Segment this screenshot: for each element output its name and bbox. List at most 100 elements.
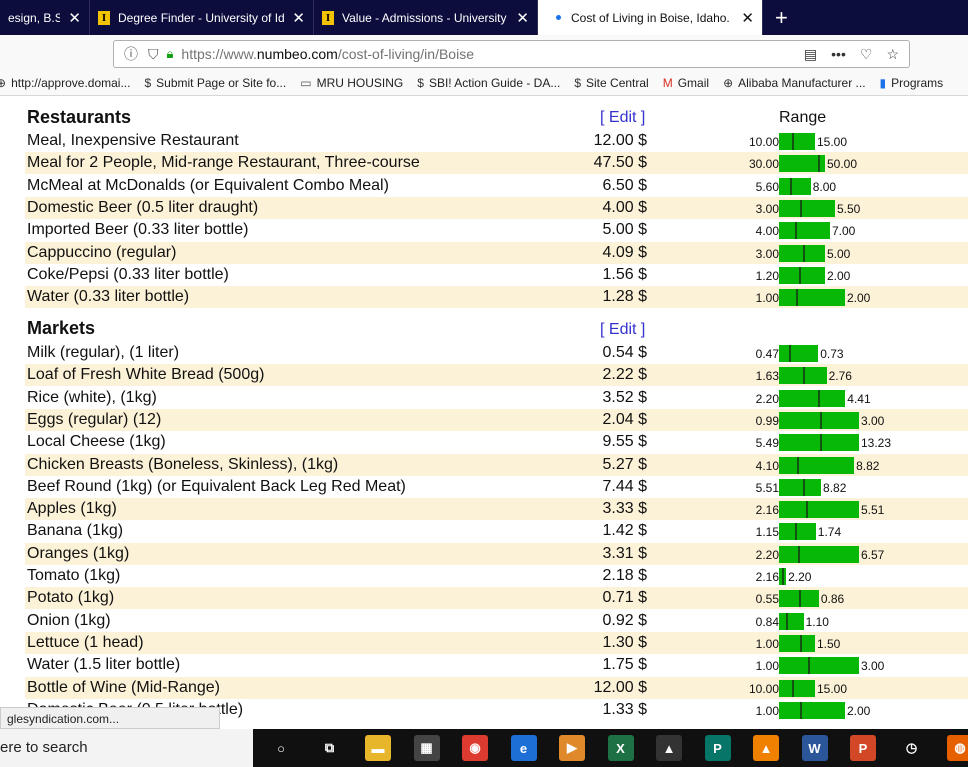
new-tab-button[interactable]: +	[775, 4, 788, 30]
range-low: 1.15	[755, 525, 779, 540]
bookmark-item[interactable]: $ Submit Page or Site fo...	[144, 76, 286, 90]
range-low: 3.00	[755, 246, 779, 261]
file-explorer-icon[interactable]: ▬	[365, 735, 391, 761]
range-low: 0.84	[755, 614, 779, 629]
bookmarks-toolbar: ⊕ http://approve.domai... $ Submit Page or …	[0, 71, 968, 96]
close-tab-icon[interactable]: ✕	[68, 9, 81, 27]
url-text[interactable]: https://www.numbeo.com/cost-of-living/in…	[181, 46, 474, 62]
reader-view-icon[interactable]: ▤	[803, 45, 818, 62]
range-high: 2.00	[847, 291, 871, 306]
globe-icon: ⊕	[0, 76, 6, 90]
average-marker	[795, 222, 797, 240]
bookmark-item[interactable]: M Gmail	[663, 76, 709, 90]
bookmark-item[interactable]: $ SBI! Action Guide - DA...	[417, 76, 560, 90]
firefox-icon[interactable]: ◍	[947, 735, 968, 761]
range-low: 1.20	[755, 268, 779, 283]
photos-icon[interactable]: ▲	[656, 735, 682, 761]
bookmark-item[interactable]: ⊕ Alibaba Manufacturer ...	[723, 76, 865, 90]
average-marker	[817, 389, 820, 407]
price-row: Potato (1kg) 0.71 $ 0.55 0.86	[25, 587, 968, 610]
alarm-clock-icon[interactable]: ◷	[898, 735, 925, 761]
excel-icon[interactable]: X	[607, 735, 634, 761]
range-low: 5.51	[755, 480, 779, 495]
page-actions-icon[interactable]: •••	[831, 45, 846, 62]
price-range: 1.00 3.00	[719, 657, 968, 675]
item-price: 3.33 $	[602, 500, 647, 518]
price-range: 5.49 13.23	[719, 434, 968, 452]
folder-icon: ▭	[300, 76, 312, 90]
word-icon[interactable]: W	[801, 735, 828, 761]
price-range: 3.00 5.00	[719, 244, 968, 262]
publisher-icon[interactable]: P	[704, 735, 731, 761]
loading-dot-icon	[556, 15, 561, 20]
bookmark-label: Programs	[891, 76, 944, 90]
bookmark-item[interactable]: ⊕ http://approve.domai...	[0, 76, 130, 90]
close-tab-icon[interactable]: ✕	[516, 9, 529, 27]
markets-edit-link[interactable]: [ Edit ]	[600, 321, 646, 338]
range-low: 3.00	[755, 201, 779, 216]
price-row: Bottle of Wine (Mid-Range) 12.00 $ 10.00 15…	[25, 676, 968, 699]
taskbar-search-input[interactable]: ere to search	[0, 729, 253, 767]
bookmark-item[interactable]: $ Site Central	[574, 76, 648, 90]
average-marker	[792, 133, 795, 150]
price-row: Onion (1kg) 0.92 $ 0.84 1.10	[25, 610, 968, 632]
bookmark-item[interactable]: ▮ Programs	[880, 76, 944, 90]
item-price: 1.30 $	[602, 633, 647, 651]
range-low: 10.00	[748, 681, 779, 696]
page-content: Restaurants [ Edit ] Range Markets [ Edi…	[0, 97, 968, 729]
bookmark-label: http://approve.domai...	[11, 76, 131, 90]
price-range: 2.16 2.20	[719, 568, 968, 585]
url-bar[interactable]: ⓘ ⛉ 🔒︎ https://www.numbeo.com/cost-of-li…	[113, 40, 910, 68]
range-high: 1.74	[817, 525, 842, 540]
average-marker	[796, 456, 799, 474]
close-tab-icon[interactable]: ✕	[292, 9, 305, 27]
price-row: McMeal at McDonalds (or Equivalent Combo…	[25, 175, 968, 197]
item-price: 12.00 $	[593, 678, 647, 696]
navigation-bar: ⓘ ⛉ 🔒︎ https://www.numbeo.com/cost-of-li…	[0, 35, 968, 71]
price-range: 2.20 4.41	[719, 389, 968, 407]
lock-icon[interactable]: 🔒︎	[166, 46, 174, 61]
close-tab-icon[interactable]: ✕	[741, 9, 754, 27]
cortana-icon[interactable]: ○	[268, 735, 294, 761]
item-price: 0.54 $	[602, 344, 647, 361]
media-player-icon[interactable]: ▶	[559, 735, 585, 761]
bookmark-star-icon[interactable]: ☆	[886, 45, 899, 62]
price-range: 4.10 8.82	[719, 456, 968, 474]
average-marker	[819, 434, 822, 452]
tracking-shield-icon[interactable]: ⛉	[148, 45, 159, 62]
item-name: Oranges (1kg)	[27, 544, 130, 562]
range-high: 0.73	[820, 347, 844, 361]
restaurants-edit-link[interactable]: [ Edit ]	[600, 109, 646, 126]
browser-tab[interactable]: I Degree Finder - University of Id ✕	[90, 0, 314, 35]
range-low: 30.00	[748, 157, 779, 172]
range-bar	[779, 389, 846, 407]
range-high: 50.00	[827, 157, 858, 172]
price-row: Beef Round (1kg) (or Equivalent Back Leg…	[25, 476, 968, 498]
bookmark-item[interactable]: ▭ MRU HOUSING	[300, 76, 403, 90]
powerpoint-icon[interactable]: P	[850, 735, 876, 761]
calculator-icon[interactable]: ▦	[413, 735, 440, 761]
range-bar	[779, 701, 845, 719]
price-range: 1.00 1.50	[719, 634, 968, 652]
range-low: 0.55	[755, 592, 779, 607]
average-marker	[798, 266, 801, 284]
browser-tab[interactable]: Cost of Living in Boise, Idaho. C ✕	[538, 0, 763, 35]
edge-icon[interactable]: e	[510, 735, 537, 761]
range-low: 1.00	[755, 659, 779, 674]
price-range: 3.00 5.50	[719, 199, 968, 217]
tab-label: Degree Finder - University of Id	[118, 10, 285, 25]
range-bar	[779, 367, 827, 385]
average-marker	[808, 657, 810, 675]
item-name: Onion (1kg)	[27, 611, 111, 629]
vlc-icon[interactable]: ▲	[753, 735, 779, 761]
range-high: 5.50	[837, 201, 861, 216]
browser-tab[interactable]: esign, B.S. ✕	[0, 0, 90, 35]
price-range: 1.00 2.00	[719, 289, 968, 307]
task-view-icon[interactable]: ⧉	[316, 735, 343, 761]
chrome-icon[interactable]: ◉	[462, 735, 488, 761]
browser-tab[interactable]: I Value - Admissions - University ✕	[314, 0, 538, 35]
range-bar	[779, 222, 830, 240]
item-price: 3.52 $	[602, 388, 647, 406]
pocket-icon[interactable]: ♡	[859, 45, 873, 62]
info-icon[interactable]: ⓘ	[124, 46, 138, 62]
